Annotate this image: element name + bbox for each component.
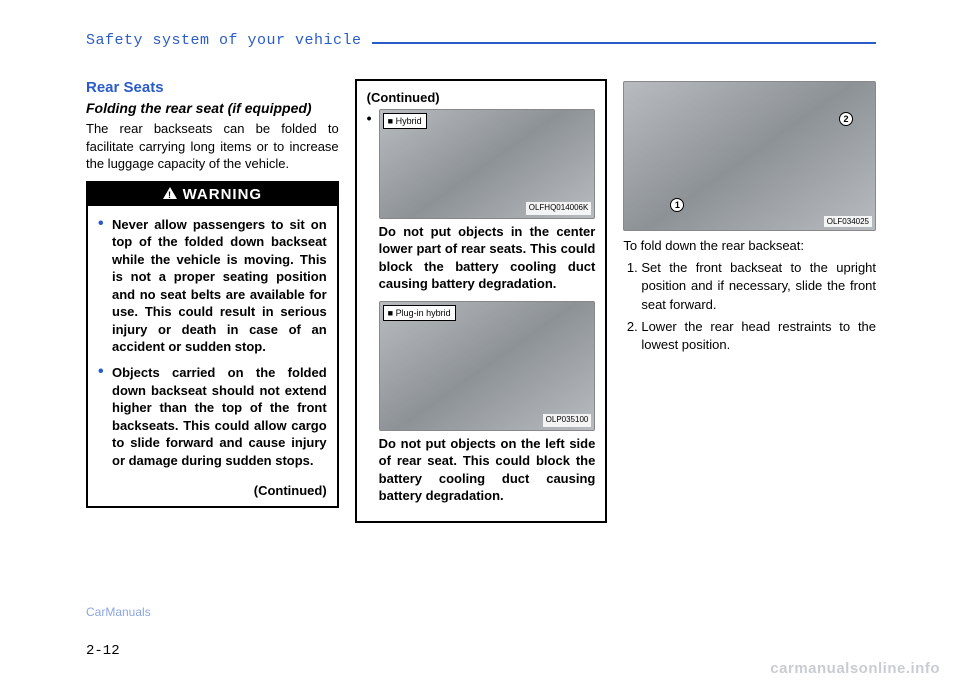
page-number: 2-12 bbox=[86, 643, 120, 659]
svg-text:!: ! bbox=[168, 190, 172, 199]
figure-code: OLF034025 bbox=[824, 216, 872, 227]
section-subheading: Folding the rear seat (if equipped) bbox=[86, 100, 339, 116]
figure-plugin-hybrid: ■ Plug-in hybrid OLP035100 bbox=[379, 301, 596, 431]
watermark-site: carmanualsonline.info bbox=[770, 660, 940, 677]
header-title: Safety system of your vehicle bbox=[86, 32, 362, 49]
section-heading: Rear Seats bbox=[86, 79, 339, 96]
warning-icon: ! bbox=[163, 186, 177, 202]
figure-tag: ■ Hybrid bbox=[383, 113, 427, 129]
continued-header: (Continued) bbox=[367, 89, 596, 107]
intro-text: The rear backseats can be folded to faci… bbox=[86, 120, 339, 173]
instruction-step: Lower the rear head restraints to the lo… bbox=[641, 318, 876, 354]
column-1: Rear Seats Folding the rear seat (if equ… bbox=[86, 79, 339, 523]
warning-item: Never allow passengers to sit on top of … bbox=[98, 216, 327, 356]
warning-label: WARNING bbox=[183, 186, 263, 203]
callout-1: 1 bbox=[670, 198, 684, 212]
figure-fold-seat: 1 2 OLF034025 bbox=[623, 81, 876, 231]
column-2: (Continued) ■ Hybrid OLFHQ014006K Do not… bbox=[355, 79, 608, 523]
instructions: To fold down the rear backseat: Set the … bbox=[623, 237, 876, 354]
warning-header: ! WARNING bbox=[88, 183, 337, 206]
figure-code: OLFHQ014006K bbox=[526, 202, 592, 215]
warning-body: Never allow passengers to sit on top of … bbox=[88, 206, 337, 484]
callout-2: 2 bbox=[839, 112, 853, 126]
info-item: ■ Hybrid OLFHQ014006K Do not put objects… bbox=[367, 109, 596, 505]
continued-label: (Continued) bbox=[88, 483, 337, 506]
figure-caption: Do not put objects in the center lower p… bbox=[379, 223, 596, 293]
page-header: Safety system of your vehicle bbox=[86, 32, 876, 49]
content-columns: Rear Seats Folding the rear seat (if equ… bbox=[86, 79, 876, 523]
figure-hybrid: ■ Hybrid OLFHQ014006K bbox=[379, 109, 596, 219]
watermark-small: CarManuals bbox=[86, 605, 151, 619]
instruction-lead: To fold down the rear backseat: bbox=[623, 237, 876, 255]
figure-caption: Do not put objects on the left side of r… bbox=[379, 435, 596, 505]
figure-tag: ■ Plug-in hybrid bbox=[383, 305, 456, 321]
column-3: 1 2 OLF034025 To fold down the rear back… bbox=[623, 79, 876, 523]
continued-box: (Continued) ■ Hybrid OLFHQ014006K Do not… bbox=[355, 79, 608, 523]
manual-page: Safety system of your vehicle Rear Seats… bbox=[86, 32, 876, 632]
header-rule bbox=[372, 42, 876, 44]
figure-code: OLP035100 bbox=[543, 414, 592, 427]
warning-item: Objects carried on the folded down backs… bbox=[98, 364, 327, 469]
warning-box: ! WARNING Never allow passengers to sit … bbox=[86, 181, 339, 509]
instruction-step: Set the front backseat to the upright po… bbox=[641, 259, 876, 314]
